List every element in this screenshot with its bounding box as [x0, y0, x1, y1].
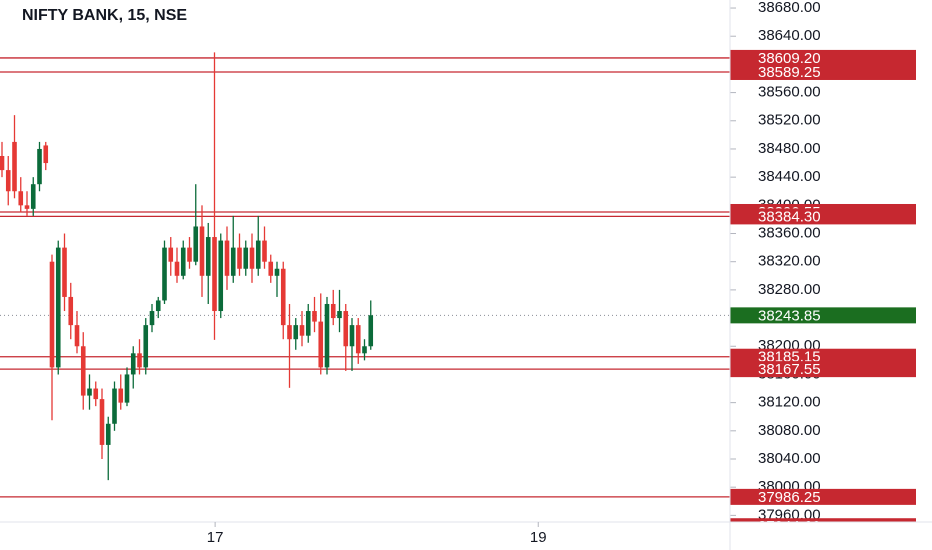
y-tick-label: 38440.00: [758, 168, 821, 185]
candle-body: [212, 237, 217, 312]
candle-body: [224, 240, 230, 276]
candle-body: [237, 247, 242, 269]
candle-body: [105, 423, 111, 445]
candle-body: [55, 247, 61, 368]
candle-body: [80, 346, 86, 396]
candle-body: [355, 325, 361, 354]
y-tick-label: 38280.00: [758, 281, 821, 298]
candle-body: [280, 268, 286, 326]
x-tick-label: 17: [207, 529, 224, 546]
candle-body: [305, 311, 311, 336]
candle-body: [0, 156, 5, 171]
candle-body: [162, 247, 167, 301]
candle-body: [362, 346, 367, 354]
candle-body: [324, 303, 330, 368]
y-tick-label: 38480.00: [758, 140, 821, 157]
candle-body: [193, 226, 199, 262]
candle-body: [93, 388, 99, 400]
candle-body: [287, 325, 292, 340]
candle-body: [155, 300, 161, 312]
y-tick-label: 38360.00: [758, 224, 821, 241]
candle-body: [30, 184, 36, 209]
candle-body: [24, 205, 30, 209]
level-label: 38589.25: [758, 64, 821, 81]
candle-body: [205, 237, 211, 276]
y-tick-label: 38680.00: [758, 0, 821, 16]
chart-title: NIFTY BANK, 15, NSE: [22, 7, 187, 24]
candle-body: [318, 321, 324, 368]
y-tick-label: 38560.00: [758, 84, 821, 101]
candle-body: [12, 141, 17, 192]
y-tick-label: 38080.00: [758, 422, 821, 439]
candle-body: [199, 226, 205, 276]
y-tick-label: 38640.00: [758, 27, 821, 44]
x-tick-label: 19: [530, 529, 547, 546]
level-label: 37944.60: [758, 518, 821, 535]
candle-body: [187, 247, 192, 262]
level-label: 38167.55: [758, 361, 821, 378]
candle-body: [99, 399, 105, 445]
candle-body: [299, 325, 305, 336]
candle-body: [130, 353, 136, 375]
candle-body: [87, 388, 92, 396]
candle-body: [368, 315, 374, 347]
candle-body: [174, 261, 180, 276]
candle-body: [112, 388, 117, 424]
candle-body: [218, 240, 224, 312]
candle-body: [143, 325, 149, 368]
y-tick-label: 37960.00: [758, 506, 821, 523]
level-label: 37986.25: [758, 489, 821, 506]
y-tick-label: 38040.00: [758, 450, 821, 467]
candle-body: [349, 325, 355, 347]
candle-body: [330, 303, 336, 319]
level-label-box: [730, 348, 916, 365]
candle-body: [37, 148, 42, 185]
candle-body: [49, 261, 55, 368]
y-tick-label: 38520.00: [758, 112, 821, 129]
candle-body: [137, 353, 142, 368]
level-label: 38384.30: [758, 208, 821, 225]
level-label: 38609.20: [758, 50, 821, 67]
level-label-box: [730, 361, 916, 378]
y-tick-label: 38320.00: [758, 253, 821, 270]
candle-body: [62, 247, 67, 297]
candle-body: [312, 311, 317, 322]
candle-body: [68, 296, 74, 326]
candle-body: [249, 247, 255, 269]
candle-body: [255, 240, 261, 269]
candle-body: [149, 311, 155, 326]
candle-body: [274, 268, 280, 276]
level-label-box: [730, 208, 916, 225]
candle-body: [243, 247, 249, 269]
y-tick-label: 38120.00: [758, 394, 821, 411]
level-label-box: [730, 518, 916, 522]
candle-body: [124, 374, 130, 403]
candle-body: [5, 170, 11, 192]
last-price-box: [730, 307, 916, 324]
candle-body: [180, 247, 186, 276]
candle-body: [18, 191, 24, 206]
candle-body: [268, 261, 274, 276]
candle-body: [43, 145, 49, 164]
level-label-box: [730, 488, 916, 505]
candle-body: [118, 388, 124, 403]
candle-body: [262, 240, 267, 262]
candle-body: [168, 247, 174, 262]
level-label-box: [730, 49, 916, 66]
candle-body: [293, 325, 299, 340]
candle-body: [74, 325, 80, 347]
candle-body: [230, 247, 236, 276]
last-price-label: 38243.85: [758, 307, 821, 324]
level-label-box: [730, 63, 916, 80]
candle-body: [337, 311, 342, 319]
candle-body: [343, 311, 349, 347]
